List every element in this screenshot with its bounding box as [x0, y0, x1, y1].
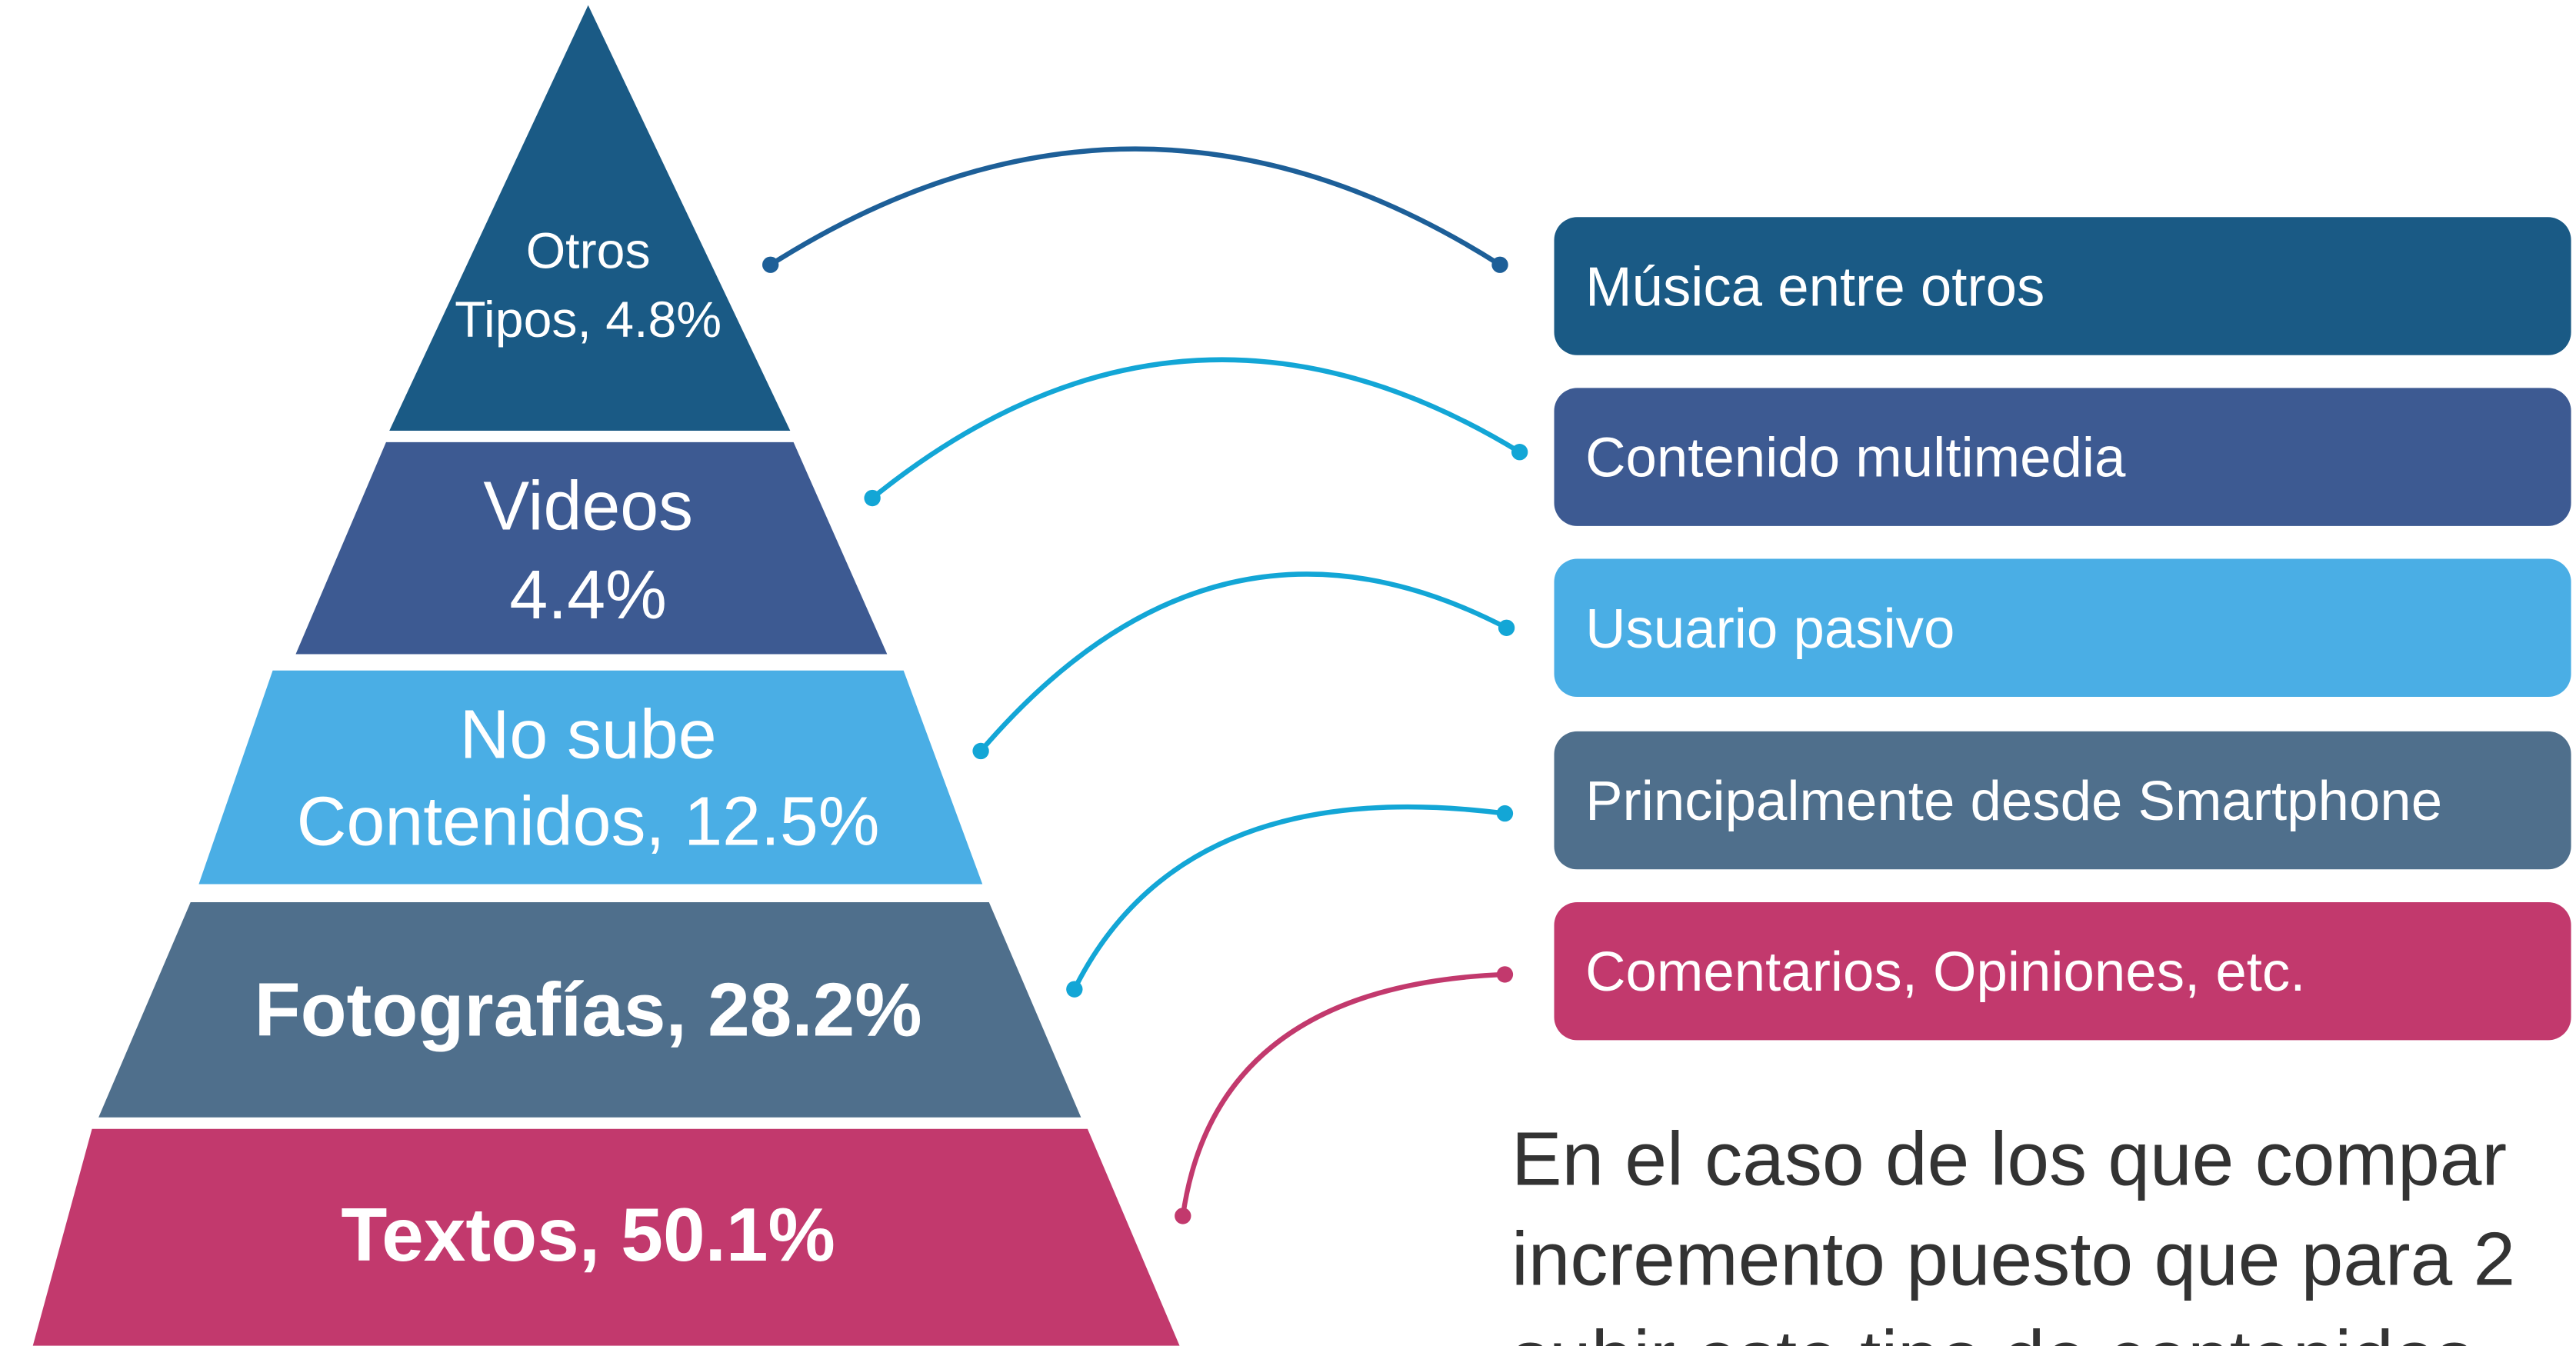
pyramid-level — [32, 1128, 1180, 1346]
connector-dot — [864, 489, 881, 507]
category-box — [1554, 731, 2571, 870]
connector-dot — [762, 256, 779, 273]
connector-dot — [1496, 805, 1514, 822]
box-label: Música entre otros — [1585, 256, 2044, 318]
pyramid-level — [295, 441, 888, 655]
paragraph-line: subir este tipo de contenidos — [1511, 1315, 2474, 1346]
connector-dot — [1175, 1208, 1191, 1224]
box-label: Contenido multimedia — [1585, 427, 2126, 489]
pyramid-label: Fotografías, 28.2% — [255, 967, 922, 1051]
connector-dot — [1511, 444, 1528, 461]
category-box — [1554, 558, 2571, 697]
label-line: 4.4% — [509, 557, 666, 634]
pyramid-level — [198, 670, 983, 885]
label-line: No sube — [460, 696, 717, 773]
connector-dot — [972, 742, 989, 760]
label-line: Videos — [483, 468, 693, 545]
connector-dot — [1496, 966, 1514, 983]
label-line: Textos, 50.1% — [341, 1192, 835, 1277]
box-label: Principalmente desde Smartphone — [1585, 770, 2442, 832]
connector-dot — [1491, 256, 1508, 273]
pyramid-level — [98, 901, 1081, 1118]
connector — [871, 357, 1521, 501]
connector — [1071, 804, 1505, 991]
label-line: Otros — [526, 223, 651, 280]
connector — [768, 146, 1501, 267]
box-label: Comentarios, Opiniones, etc. — [1585, 941, 2305, 1003]
paragraph-line: incremento puesto que para 2 — [1511, 1217, 2515, 1301]
connector — [1180, 971, 1505, 1217]
pyramid-label: No sube Contenidos, 12.5% — [297, 696, 880, 860]
connector-dot — [1498, 619, 1515, 636]
category-box — [1554, 901, 2571, 1041]
label-line: Tipos, 4.8% — [455, 292, 721, 349]
category-box — [1554, 217, 2571, 355]
paragraph-line: En el caso de los que compar — [1511, 1116, 2507, 1201]
pyramid-level — [389, 5, 791, 431]
category-box — [1554, 388, 2571, 526]
pyramid-label: Textos, 50.1% — [341, 1192, 835, 1277]
label-line: Fotografías, 28.2% — [255, 967, 922, 1051]
connector-dot — [1066, 981, 1083, 998]
connector — [978, 571, 1508, 753]
label-line: Contenidos, 12.5% — [297, 783, 880, 860]
pyramid-label: Videos 4.4% — [483, 468, 693, 633]
box-label: Usuario pasivo — [1585, 598, 1954, 660]
pyramid-label: Otros Tipos, 4.8% — [455, 223, 721, 349]
